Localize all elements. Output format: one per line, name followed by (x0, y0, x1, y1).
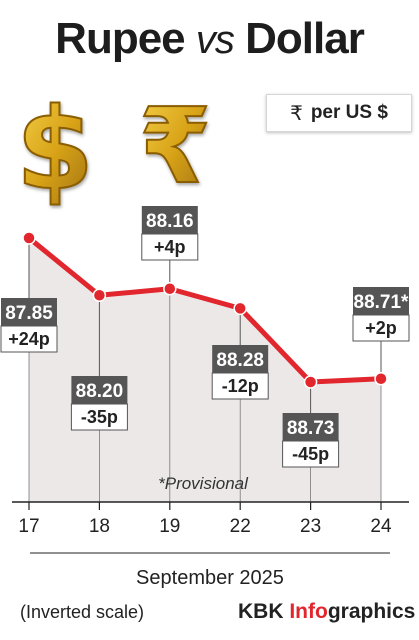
value-label: 88.28 (216, 350, 264, 371)
value-label: 87.85 (5, 303, 53, 324)
change-label: +24p (8, 329, 50, 349)
value-label-bg (71, 376, 128, 404)
x-tick-label-23: 23 (300, 516, 321, 537)
x-tick-label-17: 17 (18, 516, 39, 537)
x-tick-label-18: 18 (89, 516, 110, 537)
data-point-19 (163, 281, 177, 296)
data-point-17 (22, 231, 36, 245)
change-label-bg (141, 233, 199, 261)
title-word-vs: vs (195, 18, 235, 62)
x-axis-title: September 2025 (136, 567, 284, 589)
chart-title: Rupee vs Dollar (0, 14, 419, 64)
change-label: -35p (81, 407, 118, 427)
change-label-bg (70, 403, 128, 431)
data-label-22: 88.28 -12p (211, 345, 269, 400)
brand-info: Info (289, 600, 328, 623)
value-label: 88.20 (76, 381, 124, 402)
value-label-bg (1, 298, 57, 326)
brand-kbk: KBK (238, 600, 290, 623)
data-labels: 87.85 +24p 88.20 -35p 88.16 +4p 88.28 -12p 88.73… (0, 206, 410, 468)
unit-text: per US $ (310, 102, 388, 123)
data-point-18 (92, 288, 107, 303)
value-label: 88.71* (354, 292, 410, 313)
change-label: -12p (222, 376, 259, 396)
data-point-24 (374, 371, 388, 386)
change-label-bg (211, 372, 269, 400)
series-line (26, 235, 384, 385)
chart-points (22, 231, 388, 389)
x-tick-label-24: 24 (370, 516, 392, 537)
data-label-24: 88.71* +2p (352, 287, 410, 342)
rupee-sign-icon: ₹ (138, 84, 212, 208)
data-label-18: 88.20 -35p (70, 376, 128, 431)
value-label-bg (353, 287, 409, 315)
change-label-bg (282, 440, 340, 468)
label-connectors (28, 238, 382, 502)
change-label: +4p (154, 237, 186, 257)
inverted-scale-note: (Inverted scale) (20, 602, 145, 622)
data-label-23: 88.73 -45p (282, 413, 340, 468)
change-label-bg (0, 325, 58, 353)
value-label: 88.16 (146, 211, 194, 232)
title-word-rupee: Rupee (55, 14, 185, 63)
x-tick-label-19: 19 (159, 516, 180, 537)
data-label-19: 88.16 +4p (141, 206, 199, 261)
chart-series-line (26, 235, 384, 385)
x-tick-label-22: 22 (230, 516, 251, 537)
value-label-bg (282, 413, 339, 441)
value-label: 88.73 (287, 418, 335, 439)
title-word-dollar: Dollar (245, 14, 365, 63)
change-label: -45p (292, 444, 329, 464)
data-label-17: 87.85 +24p (0, 298, 58, 353)
dollar-sign-icon: $ (15, 84, 95, 216)
change-label: +2p (365, 318, 397, 338)
brand-graphics: graphics (327, 600, 416, 623)
change-label-bg (352, 314, 410, 342)
provisional-note: *Provisional (158, 474, 249, 493)
svg-text:$: $ (16, 85, 94, 215)
brand-logo: KBK Infographics (238, 600, 415, 624)
value-label-bg (212, 345, 269, 373)
value-label-bg (141, 206, 198, 234)
svg-text:₹: ₹ (139, 85, 211, 207)
rupee-symbol: ₹ (290, 102, 303, 125)
unit-label: ₹ per US $ (266, 94, 412, 132)
data-point-23 (303, 375, 318, 389)
data-point-22 (233, 301, 247, 316)
x-axis-ticks: 17 18 19 22 23 24 (18, 502, 392, 537)
